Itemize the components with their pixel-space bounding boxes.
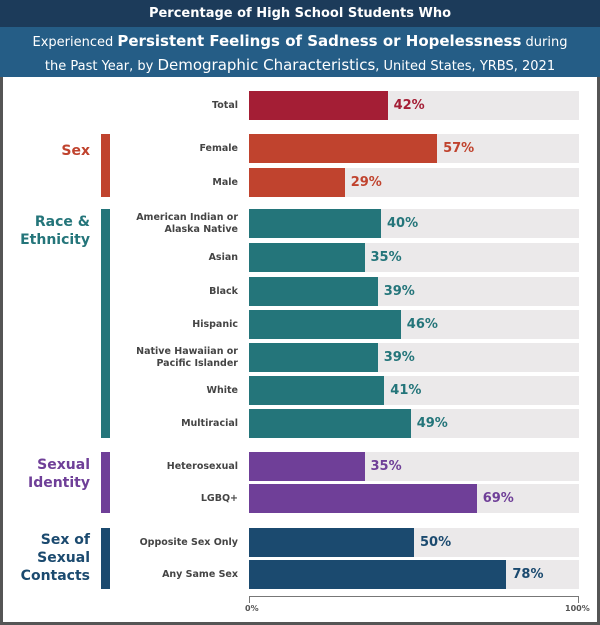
data-label: 42% (393, 98, 425, 113)
title-text: during (521, 35, 568, 50)
title-line-1: Percentage of High School Students Who (0, 0, 600, 27)
data-label: 57% (443, 141, 475, 156)
bar-label: LGBQ+ (200, 493, 238, 504)
group-label: Race & Ethnicity (20, 214, 90, 248)
group-label: Sex (61, 143, 90, 159)
tick-label: 100% (565, 604, 590, 613)
bar (249, 209, 381, 238)
data-label: 35% (370, 459, 402, 474)
data-label: 49% (416, 416, 448, 431)
data-label: 78% (512, 567, 544, 582)
data-label: 40% (387, 216, 419, 231)
title-text: , United States, YRBS, 2021 (375, 59, 556, 74)
bar (249, 134, 438, 163)
bar (249, 528, 414, 557)
bar-label: Black (209, 286, 238, 297)
title-line-2: Experienced Persistent Feelings of Sadne… (0, 27, 600, 77)
bar-label: Multiracial (181, 418, 238, 429)
group-bracket (101, 134, 110, 197)
bar-label: Female (199, 143, 238, 154)
bar (249, 343, 378, 372)
title-text: Experienced (32, 35, 118, 50)
bar-label: American Indian or Alaska Native (136, 212, 238, 235)
group-bracket (101, 452, 110, 513)
group-label: Sex of Sexual Contacts (20, 532, 90, 584)
bar-label: Hispanic (192, 319, 238, 330)
bar-label: Native Hawaiian or Pacific Islander (136, 346, 238, 369)
bar-label: Any Same Sex (162, 569, 238, 580)
data-label: 69% (482, 491, 514, 506)
data-label: 39% (383, 284, 415, 299)
title-emphasis: Demographic Characteristics (157, 56, 376, 74)
data-label: 46% (406, 317, 438, 332)
title-emphasis: Persistent Feelings of Sadness or Hopele… (117, 32, 522, 50)
group-bracket (101, 528, 110, 589)
bar-label: Opposite Sex Only (139, 537, 238, 548)
bar (249, 243, 365, 272)
bar (249, 484, 477, 513)
bar (249, 376, 385, 405)
bar-label: Male (212, 177, 238, 188)
data-label: 29% (350, 175, 382, 190)
bar (249, 277, 378, 306)
tick-label: 0% (245, 604, 259, 613)
x-axis (249, 596, 579, 603)
bar-label: Total (212, 100, 238, 111)
bar-label: White (206, 385, 238, 396)
bar-label: Heterosexual (166, 461, 238, 472)
data-label: 35% (370, 250, 402, 265)
data-label: 39% (383, 350, 415, 365)
data-label: 50% (420, 535, 452, 550)
bar (249, 91, 388, 120)
group-label: Sexual Identity (27, 457, 90, 491)
bar (249, 560, 507, 589)
bar (249, 310, 401, 339)
bar-label: Asian (208, 252, 238, 263)
bar (249, 452, 365, 481)
bar (249, 409, 411, 438)
data-label: 41% (390, 383, 422, 398)
title-text: the Past Year, by (44, 59, 158, 74)
group-bracket (101, 209, 110, 438)
bar (249, 168, 345, 197)
